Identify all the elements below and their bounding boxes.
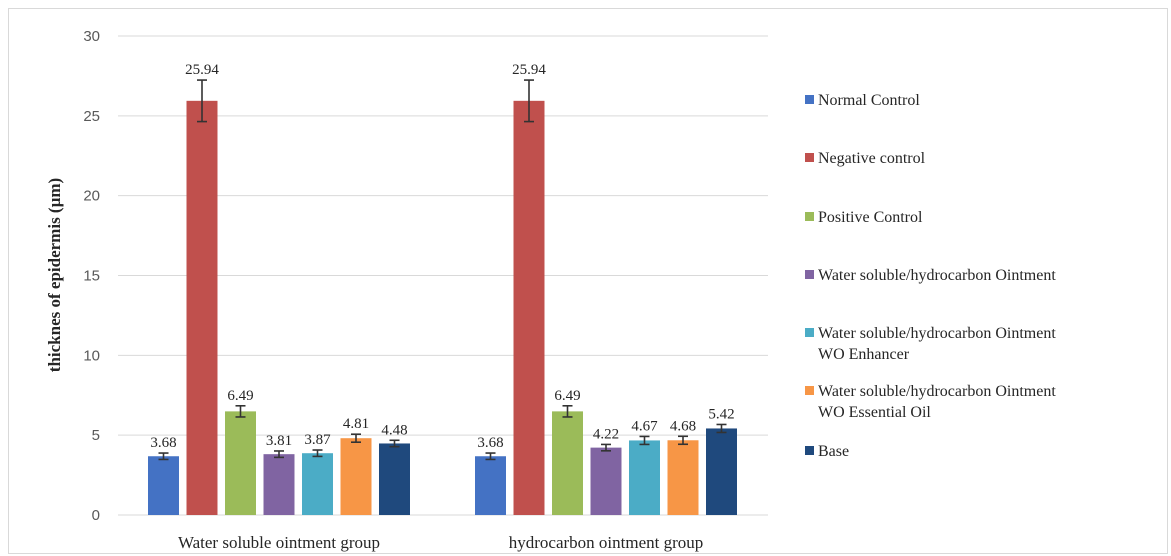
data-label: 6.49 (227, 388, 253, 404)
bar (225, 411, 256, 515)
y-tick-label: 20 (83, 188, 100, 205)
data-label: 25.94 (185, 62, 219, 78)
data-label: 4.22 (593, 426, 619, 442)
data-label: 3.68 (150, 435, 176, 451)
legend-swatch (805, 386, 814, 395)
legend-label-line: WO Essential Oil (818, 404, 931, 421)
y-tick-label: 10 (83, 347, 100, 364)
legend-swatch (805, 153, 814, 162)
legend-label: Water soluble/hydrocarbon Ointment WO Enh… (818, 323, 1056, 365)
legend-label: Positive Control (818, 207, 922, 228)
y-axis-label: thicknes of epidermis (µm) (45, 178, 64, 372)
legend-item: Water soluble/hydrocarbon Ointment (805, 265, 1167, 286)
bar (475, 456, 506, 515)
y-tick-label: 15 (83, 268, 100, 285)
bar (590, 447, 622, 515)
legend-label-line: WO Enhancer (818, 346, 910, 363)
legend-item: Water soluble/hydrocarbon Ointment WO Ess… (805, 381, 1167, 423)
bar (552, 411, 583, 515)
data-label: 4.81 (343, 416, 369, 432)
data-label: 3.81 (266, 433, 292, 449)
legend-label-line: Water soluble/hydrocarbon Ointment (818, 267, 1056, 284)
data-label: 4.68 (670, 418, 696, 434)
legend-label-line: Water soluble/hydrocarbon Ointment (818, 325, 1056, 342)
bar (302, 453, 333, 515)
legend-swatch (805, 446, 814, 455)
legend-swatch (805, 270, 814, 279)
bar (629, 440, 660, 515)
category-label: hydrocarbon ointment group (509, 533, 704, 552)
data-label: 4.67 (631, 418, 658, 434)
legend-label-line: Base (818, 443, 850, 460)
bar (340, 438, 372, 515)
bar (667, 440, 699, 515)
legend-swatch (805, 328, 814, 337)
legend-swatch (805, 95, 814, 104)
bar (148, 456, 179, 515)
legend-label-line: Water soluble/hydrocarbon Ointment (818, 383, 1056, 400)
bars (148, 79, 737, 515)
legend-item: Water soluble/hydrocarbon Ointment WO Enh… (805, 323, 1167, 365)
bar (379, 443, 410, 515)
data-label: 4.48 (381, 422, 407, 438)
legend-item: Positive Control (805, 207, 1167, 228)
legend-label-line: Normal Control (818, 92, 920, 109)
bar (186, 100, 218, 515)
chart-frame (8, 8, 1168, 554)
legend-label-line: Positive Control (818, 209, 923, 226)
legend-item: Normal Control (805, 90, 1167, 111)
data-label: 3.87 (304, 432, 331, 448)
legend-label: Water soluble/hydrocarbon Ointment WO Ess… (818, 381, 1056, 423)
legend-item: Base (805, 441, 1167, 462)
legend-label: Base (818, 441, 849, 462)
y-tick-label: 25 (83, 108, 100, 125)
data-label: 3.68 (477, 435, 503, 451)
bar (706, 428, 737, 515)
legend-label-line: Negative control (818, 150, 926, 167)
bar (513, 100, 545, 515)
legend-swatch (805, 212, 814, 221)
data-labels: 3.68 25.94 6.49 3.81 3.87 4.81 4.48 3.68 25.94 6.… (150, 62, 734, 451)
legend-item: Negative control (805, 148, 1167, 169)
y-axis-ticks: 0 5 10 15 20 25 30 (83, 28, 100, 524)
y-tick-label: 0 (92, 507, 100, 524)
legend-label: Water soluble/hydrocarbon Ointment (818, 265, 1056, 286)
data-label: 6.49 (554, 388, 580, 404)
y-tick-label: 30 (83, 28, 100, 45)
y-tick-label: 5 (92, 427, 100, 444)
bar (263, 454, 295, 515)
x-axis-categories: Water soluble ointment group hydrocarbon … (178, 533, 703, 552)
legend-label: Negative control (818, 148, 925, 169)
data-label: 5.42 (708, 406, 734, 422)
data-label: 25.94 (512, 62, 546, 78)
legend-label: Normal Control (818, 90, 920, 111)
category-label: Water soluble ointment group (178, 533, 380, 552)
